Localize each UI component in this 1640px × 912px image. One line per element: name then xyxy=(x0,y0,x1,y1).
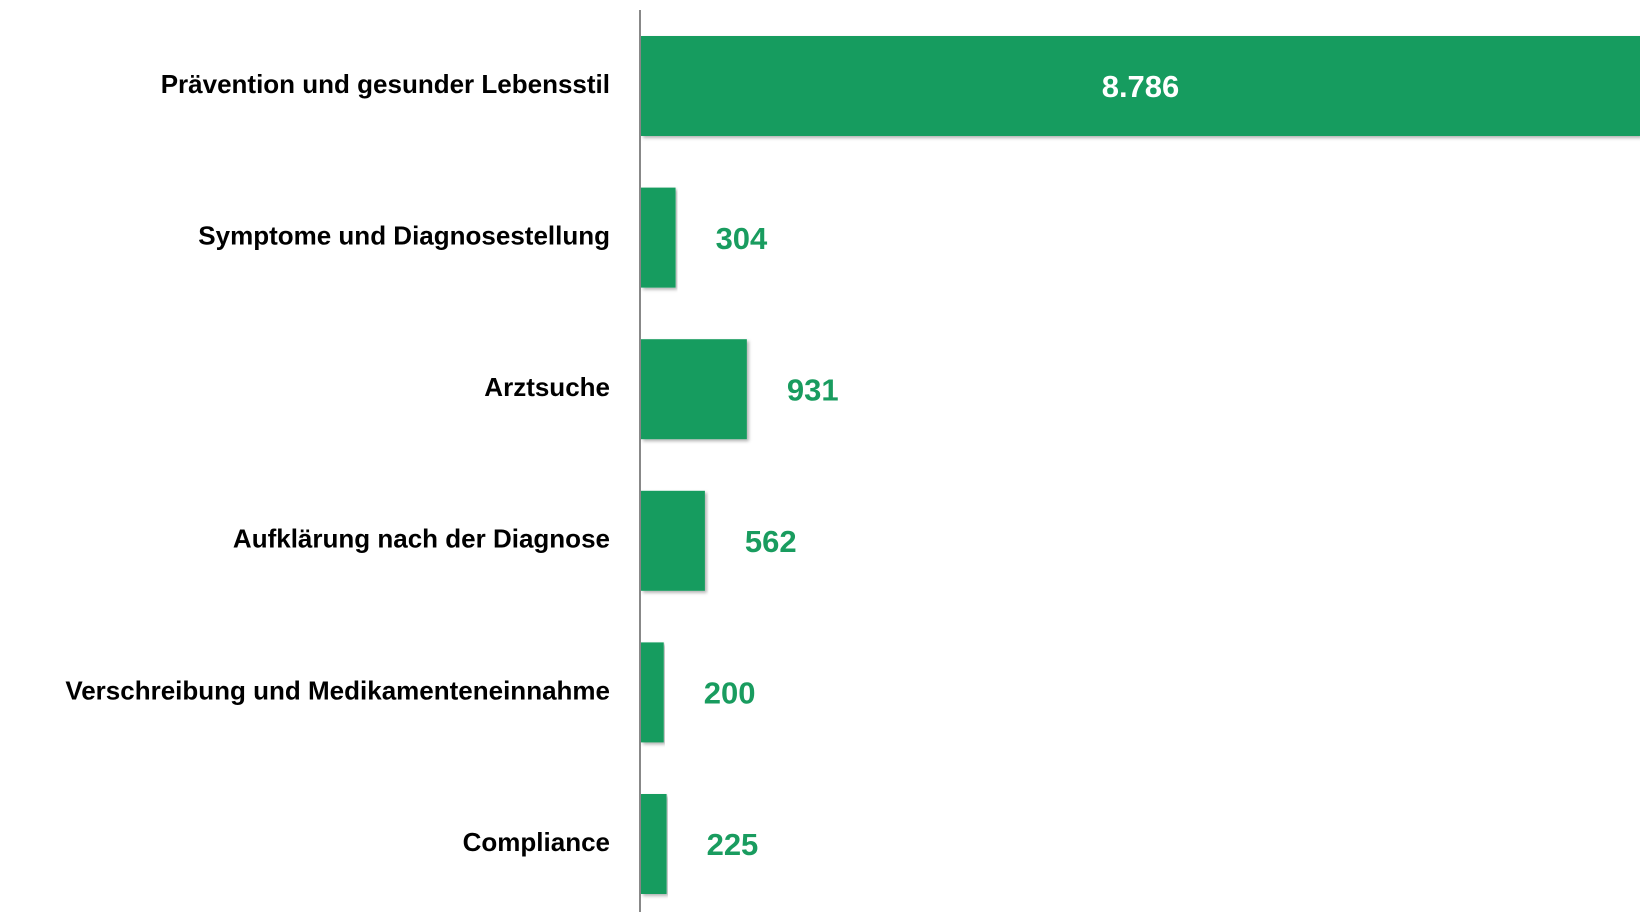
data-label: 304 xyxy=(716,221,768,256)
data-label: 200 xyxy=(704,676,756,711)
bar xyxy=(641,642,664,743)
data-label: 931 xyxy=(787,372,839,407)
bar xyxy=(641,36,1640,136)
data-label: 8.786 xyxy=(1102,69,1180,104)
bar xyxy=(641,187,676,288)
category-label: Prävention und gesunder Lebensstil xyxy=(161,69,610,99)
bar xyxy=(641,339,747,440)
data-label: 562 xyxy=(745,524,797,559)
category-label: Compliance xyxy=(463,827,610,857)
category-label: Verschreibung und Medikamenteneinnahme xyxy=(65,675,610,705)
bar xyxy=(641,490,705,591)
bar xyxy=(641,794,667,894)
data-label: 225 xyxy=(707,827,759,862)
category-label: Arztsuche xyxy=(484,372,610,402)
category-label: Symptome und Diagnosestellung xyxy=(198,220,610,250)
category-label: Aufklärung nach der Diagnose xyxy=(233,524,610,554)
